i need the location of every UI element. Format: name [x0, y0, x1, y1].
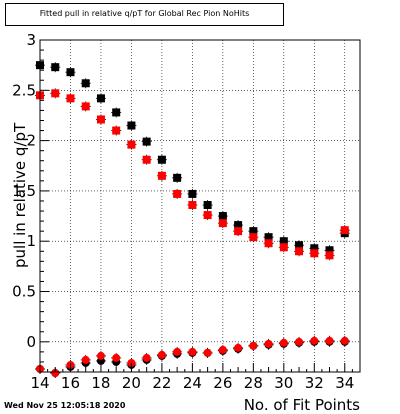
chart-title: Fitted pull in relative q/pT for Global … [39, 9, 250, 18]
x-tick-label: 22 [152, 374, 171, 392]
data-point-circle-3 [279, 338, 288, 347]
data-point-square-0 [96, 94, 105, 103]
data-point-square-0 [310, 244, 319, 253]
x-tick-label: 34 [335, 374, 354, 392]
data-point-square-1 [279, 243, 288, 252]
data-point-circle-3 [325, 336, 334, 345]
y-tick-label: 1 [26, 232, 36, 250]
grid [39, 39, 360, 372]
x-tick-label: 26 [213, 374, 232, 392]
timestamp: Wed Nov 25 12:05:18 2020 [4, 401, 126, 410]
data-point-square-0 [142, 137, 151, 146]
data-point-square-1 [340, 226, 349, 235]
data-point-square-0 [218, 212, 227, 221]
data-point-circle-3 [234, 343, 243, 352]
y-tick-label: 3 [26, 31, 36, 49]
y-tick-label: 1.5 [12, 182, 36, 200]
data-point-square-0 [325, 246, 334, 255]
x-tick-label: 24 [183, 374, 202, 392]
y-tick-label: 2 [26, 132, 36, 150]
data-point-circle-3 [188, 347, 197, 356]
data-point-square-0 [203, 200, 212, 209]
data-point-circle-3 [340, 336, 349, 345]
chart-title-box: Fitted pull in relative q/pT for Global … [5, 3, 284, 26]
data-point-square-1 [310, 249, 319, 258]
data-point-square-1 [81, 102, 90, 111]
y-tick-label: 2.5 [12, 81, 36, 99]
data-point-square-0 [188, 189, 197, 198]
data-point-square-1 [325, 251, 334, 260]
data-point-square-1 [127, 140, 136, 149]
data-point-square-0 [51, 63, 60, 72]
data-point-square-0 [234, 221, 243, 230]
data-point-square-1 [66, 94, 75, 103]
plot-area [40, 40, 360, 372]
data-point-square-0 [249, 227, 258, 236]
data-point-square-0 [66, 68, 75, 77]
x-tick-label: 16 [61, 374, 80, 392]
data-point-circle-3 [295, 337, 304, 346]
x-tick-label: 30 [274, 374, 293, 392]
data-point-square-1 [264, 239, 273, 248]
x-tick-label: 28 [244, 374, 263, 392]
data-point-square-1 [96, 115, 105, 124]
y-tick-label: 0.5 [12, 283, 36, 301]
data-point-square-1 [157, 171, 166, 180]
x-tick-label: 20 [122, 374, 141, 392]
data-marks [35, 60, 350, 379]
data-point-circle-3 [112, 353, 121, 362]
data-point-circle-3 [142, 353, 151, 362]
x-tick-label: 32 [305, 374, 324, 392]
data-point-square-0 [173, 173, 182, 182]
data-point-square-0 [264, 233, 273, 242]
x-axis-label: No. of Fit Points [243, 396, 360, 414]
data-point-circle-3 [96, 351, 105, 360]
data-point-square-1 [295, 247, 304, 256]
data-point-circle-3 [81, 355, 90, 364]
data-point-square-0 [279, 237, 288, 246]
data-point-square-1 [51, 89, 60, 98]
data-point-square-1 [249, 233, 258, 242]
data-point-square-0 [127, 121, 136, 130]
data-point-square-1 [218, 219, 227, 228]
data-point-circle-3 [127, 358, 136, 367]
data-point-square-1 [234, 227, 243, 236]
data-point-square-0 [295, 241, 304, 250]
y-tick-label: 0 [26, 333, 36, 351]
data-point-circle-3 [157, 350, 166, 359]
data-point-circle-3 [310, 336, 319, 345]
data-point-square-1 [173, 189, 182, 198]
data-point-square-1 [188, 200, 197, 209]
axes [39, 39, 361, 373]
data-point-square-1 [142, 155, 151, 164]
data-point-circle-3 [249, 341, 258, 350]
data-point-circle-3 [218, 345, 227, 354]
data-point-square-1 [203, 211, 212, 220]
x-tick-label: 14 [30, 374, 49, 392]
tick-labels: 14 16 18 20 22 24 26 28 30 32 34 0 0.5 1 1.5 2 2.5 3 [12, 31, 354, 392]
data-point-square-0 [81, 79, 90, 88]
data-point-circle-3 [264, 339, 273, 348]
data-point-square-1 [112, 126, 121, 135]
data-point-circle-3 [203, 348, 212, 357]
x-tick-label: 18 [91, 374, 110, 392]
data-point-circle-3 [173, 347, 182, 356]
data-point-square-0 [157, 155, 166, 164]
data-point-square-0 [112, 108, 121, 117]
data-point-circle-3 [51, 369, 60, 378]
y-axis-label: pull in relative q/pT [11, 122, 29, 268]
